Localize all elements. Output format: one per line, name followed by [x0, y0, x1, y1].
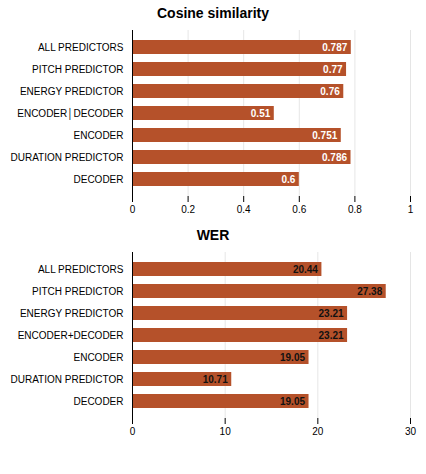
html-text:WER: WER	[196, 227, 230, 243]
svg-text:ENCODER: ENCODER	[73, 130, 123, 141]
svg-text:0.51: 0.51	[251, 108, 271, 119]
svg-text:ENCODER: ENCODER	[73, 352, 123, 363]
svg-text:ENERGY PREDICTOR: ENERGY PREDICTOR	[20, 308, 124, 319]
svg-text:30: 30	[405, 426, 417, 437]
svg-text:PITCH PREDICTOR: PITCH PREDICTOR	[32, 64, 124, 75]
svg-text:0.2: 0.2	[181, 204, 195, 215]
svg-text:27.38: 27.38	[357, 286, 382, 297]
svg-text:0.6: 0.6	[281, 174, 295, 185]
svg-text:0.787: 0.787	[322, 42, 347, 53]
svg-text:PITCH PREDICTOR: PITCH PREDICTOR	[32, 286, 124, 297]
svg-text:ALL PREDICTORS: ALL PREDICTORS	[38, 42, 124, 53]
svg-text:20: 20	[312, 426, 324, 437]
svg-text:23.21: 23.21	[319, 330, 344, 341]
svg-text:20.44: 20.44	[293, 264, 318, 275]
svg-text:ALL PREDICTORS: ALL PREDICTORS	[38, 264, 124, 275]
svg-text:0.77: 0.77	[323, 64, 343, 75]
svg-text:0: 0	[130, 204, 136, 215]
svg-text:DECODER: DECODER	[73, 396, 123, 407]
svg-text:DURATION PREDICTOR: DURATION PREDICTOR	[11, 152, 124, 163]
svg-text:ENCODER+DECODER: ENCODER+DECODER	[18, 330, 124, 341]
svg-text:ENERGY PREDICTOR: ENERGY PREDICTOR	[20, 86, 124, 97]
svg-text:ENCODER│DECODER: ENCODER│DECODER	[17, 107, 123, 121]
svg-text:19.05: 19.05	[280, 352, 305, 363]
svg-text:DECODER: DECODER	[73, 174, 123, 185]
svg-text:0.786: 0.786	[322, 152, 347, 163]
svg-text:10.71: 10.71	[203, 374, 228, 385]
svg-text:0.76: 0.76	[320, 86, 340, 97]
svg-text:23.21: 23.21	[319, 308, 344, 319]
svg-text:0: 0	[130, 426, 136, 437]
svg-text:DURATION PREDICTOR: DURATION PREDICTOR	[11, 374, 124, 385]
html-text:Cosine similarity: Cosine similarity	[157, 5, 269, 21]
svg-text:0.8: 0.8	[348, 204, 362, 215]
svg-text:0.6: 0.6	[292, 204, 306, 215]
svg-text:0.4: 0.4	[237, 204, 251, 215]
svg-text:19.05: 19.05	[280, 396, 305, 407]
svg-text:1: 1	[408, 204, 414, 215]
svg-text:0.751: 0.751	[312, 130, 337, 141]
svg-text:10: 10	[220, 426, 232, 437]
